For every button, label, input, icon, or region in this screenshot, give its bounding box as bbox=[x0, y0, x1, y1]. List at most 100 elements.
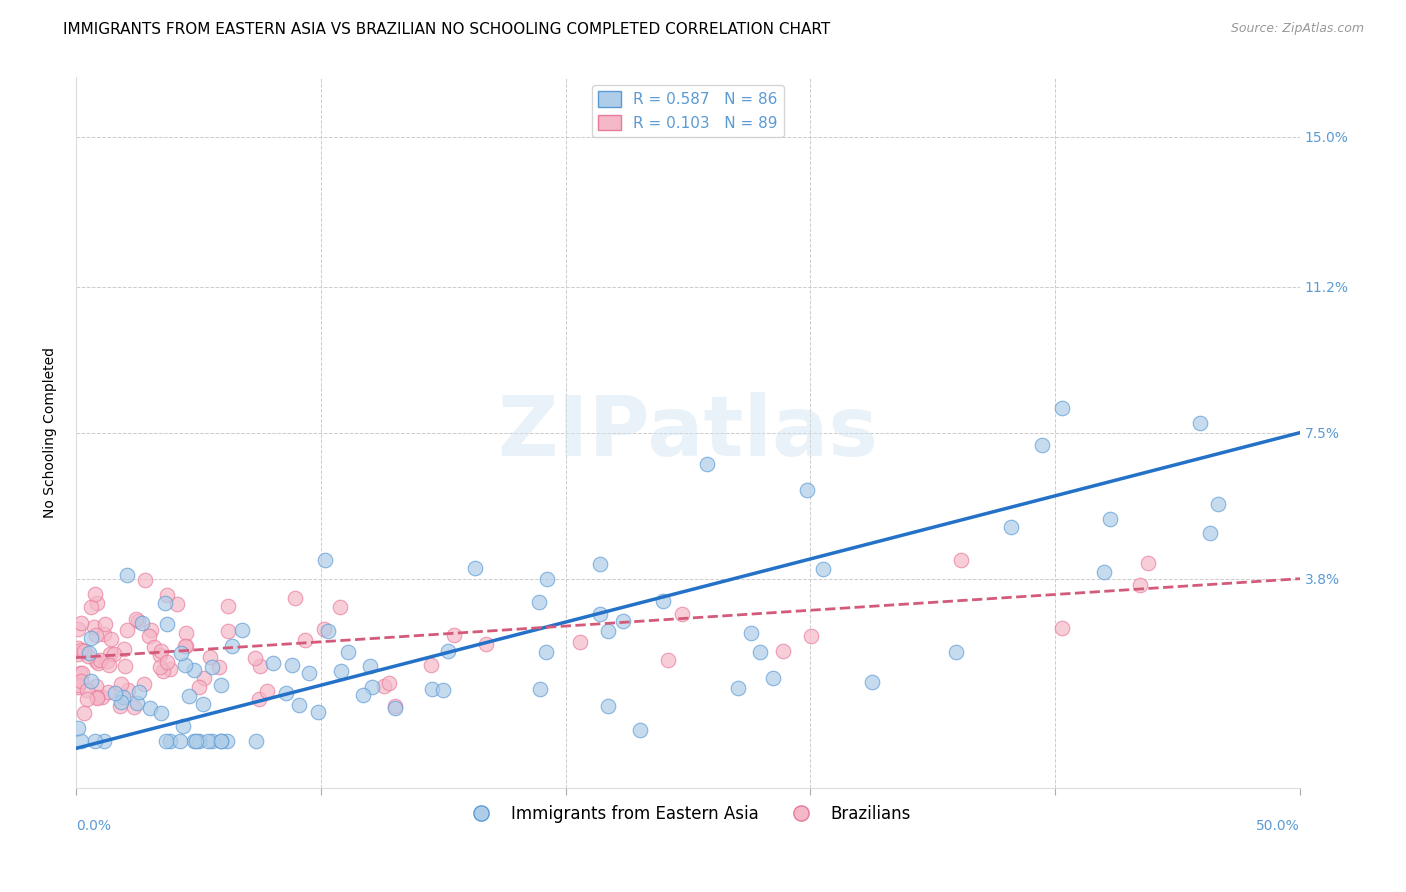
Point bbox=[568, 634, 591, 648]
Point bbox=[69, 665, 91, 680]
Point bbox=[432, 683, 454, 698]
Point bbox=[141, 623, 163, 637]
Point bbox=[1092, 565, 1115, 579]
Point bbox=[329, 600, 352, 615]
Point bbox=[110, 695, 132, 709]
Point bbox=[589, 557, 612, 571]
Point bbox=[312, 622, 335, 636]
Point bbox=[138, 701, 160, 715]
Point bbox=[813, 562, 835, 576]
Point bbox=[352, 688, 374, 702]
Point bbox=[1136, 556, 1159, 570]
Point bbox=[150, 706, 173, 721]
Point bbox=[1050, 622, 1073, 636]
Point bbox=[534, 644, 557, 658]
Point bbox=[152, 664, 174, 678]
Point bbox=[183, 663, 205, 677]
Point bbox=[127, 614, 149, 628]
Point bbox=[173, 639, 195, 653]
Point bbox=[97, 685, 120, 699]
Point bbox=[77, 649, 100, 664]
Point bbox=[740, 625, 762, 640]
Point bbox=[208, 659, 231, 673]
Point bbox=[209, 733, 232, 747]
Point bbox=[67, 622, 90, 636]
Point bbox=[796, 483, 818, 498]
Point bbox=[307, 705, 329, 719]
Point bbox=[217, 624, 239, 638]
Point bbox=[67, 647, 90, 661]
Point bbox=[1198, 525, 1220, 540]
Y-axis label: No Schooling Completed: No Schooling Completed bbox=[44, 347, 58, 518]
Point bbox=[115, 623, 138, 637]
Point bbox=[159, 662, 181, 676]
Point bbox=[67, 678, 90, 692]
Point bbox=[73, 643, 96, 657]
Point bbox=[86, 596, 108, 610]
Point bbox=[166, 597, 188, 611]
Point bbox=[186, 733, 208, 747]
Point bbox=[377, 676, 399, 690]
Point bbox=[256, 683, 278, 698]
Point bbox=[127, 696, 149, 710]
Point bbox=[197, 733, 219, 747]
Point bbox=[860, 674, 883, 689]
Point bbox=[464, 561, 486, 575]
Point bbox=[298, 666, 321, 681]
Point bbox=[221, 640, 243, 654]
Point bbox=[70, 643, 93, 657]
Point bbox=[110, 698, 132, 713]
Point bbox=[188, 680, 211, 694]
Point bbox=[76, 692, 98, 706]
Text: 50.0%: 50.0% bbox=[1256, 820, 1301, 833]
Point bbox=[77, 646, 100, 660]
Point bbox=[419, 658, 441, 673]
Point bbox=[249, 658, 271, 673]
Point bbox=[420, 681, 443, 696]
Point bbox=[93, 627, 115, 641]
Point bbox=[132, 677, 155, 691]
Point bbox=[143, 640, 166, 655]
Point bbox=[134, 573, 156, 587]
Point bbox=[86, 691, 108, 706]
Point bbox=[131, 615, 153, 630]
Point bbox=[148, 648, 170, 662]
Point bbox=[772, 644, 794, 658]
Point bbox=[314, 553, 336, 567]
Point bbox=[83, 587, 105, 601]
Point bbox=[156, 616, 179, 631]
Point bbox=[100, 632, 122, 646]
Point bbox=[159, 733, 181, 747]
Point bbox=[1000, 520, 1022, 534]
Point bbox=[72, 706, 94, 720]
Point bbox=[1129, 578, 1152, 592]
Point bbox=[262, 656, 284, 670]
Point bbox=[945, 644, 967, 658]
Text: 0.0%: 0.0% bbox=[76, 820, 111, 833]
Point bbox=[201, 659, 224, 673]
Point bbox=[193, 672, 215, 686]
Point bbox=[274, 686, 297, 700]
Point bbox=[124, 612, 146, 626]
Point bbox=[200, 733, 222, 747]
Point bbox=[112, 642, 135, 657]
Point bbox=[149, 644, 172, 658]
Point bbox=[117, 682, 139, 697]
Point bbox=[209, 733, 232, 747]
Text: Source: ZipAtlas.com: Source: ZipAtlas.com bbox=[1230, 22, 1364, 36]
Point bbox=[287, 698, 309, 712]
Point bbox=[1098, 512, 1121, 526]
Point bbox=[191, 698, 214, 712]
Point bbox=[103, 647, 125, 661]
Point bbox=[79, 674, 101, 689]
Point bbox=[89, 653, 111, 667]
Point bbox=[1031, 438, 1053, 452]
Point bbox=[86, 679, 108, 693]
Point bbox=[696, 457, 718, 471]
Point bbox=[329, 664, 352, 678]
Legend: Immigrants from Eastern Asia, Brazilians: Immigrants from Eastern Asia, Brazilians bbox=[458, 798, 918, 830]
Point bbox=[80, 631, 103, 645]
Point bbox=[359, 659, 381, 673]
Point bbox=[83, 620, 105, 634]
Point bbox=[596, 699, 619, 714]
